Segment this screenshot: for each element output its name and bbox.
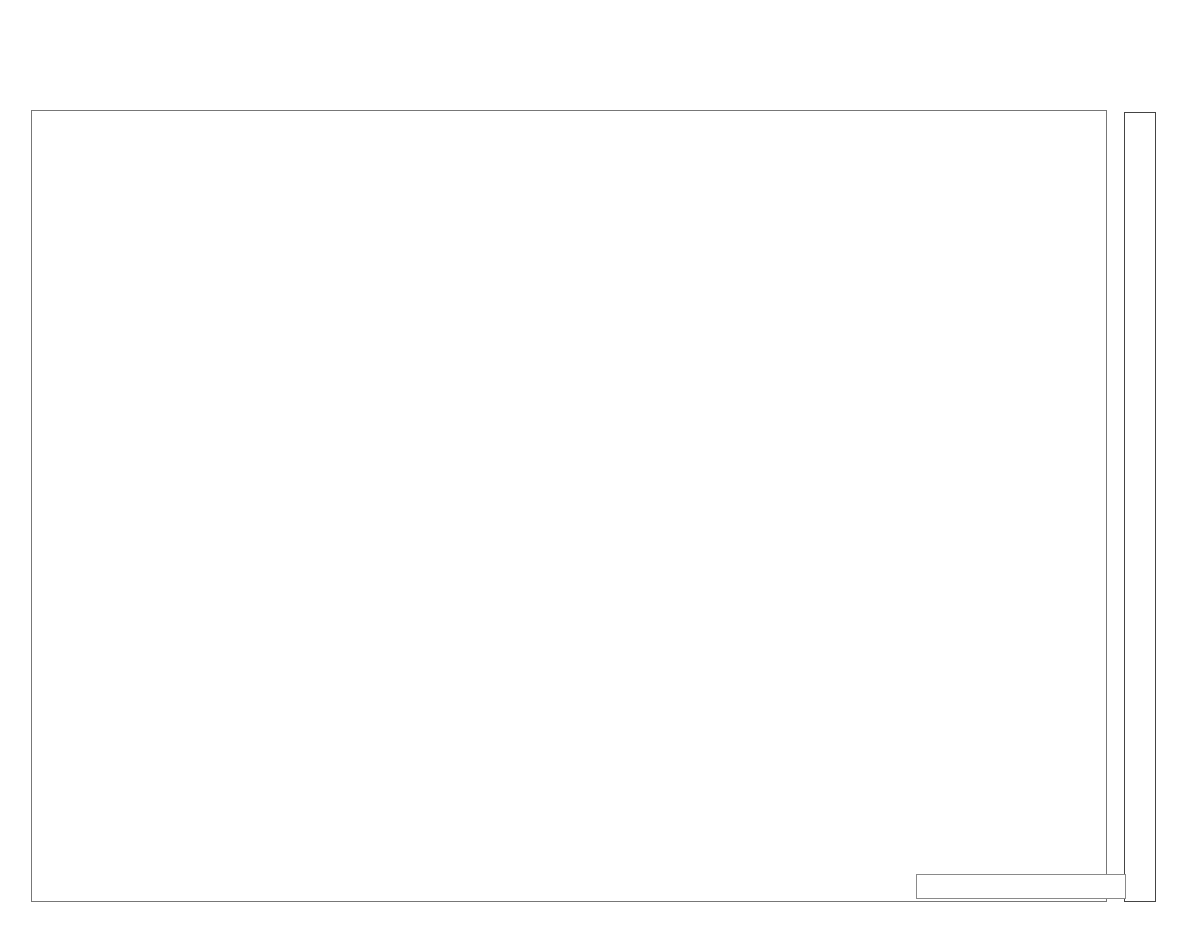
cape-field-map [31,110,1107,902]
value-range [738,47,804,101]
credit-badge [916,874,1126,899]
colorbar-strip [1124,112,1156,902]
